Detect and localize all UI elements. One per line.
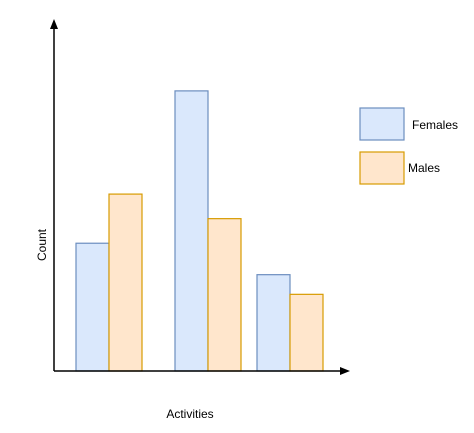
bar-females-1 (75, 242, 110, 372)
legend-swatch-males (359, 151, 405, 185)
bars-layer (75, 90, 324, 372)
legend: Females Males (359, 107, 458, 185)
y-axis-arrow-icon (50, 19, 58, 29)
bar-females-3 (256, 274, 291, 372)
legend-label-males: Males (408, 161, 440, 175)
y-axis-label: Count (35, 228, 49, 261)
bar-males-2 (207, 218, 242, 372)
x-axis-label: Activities (166, 407, 213, 421)
bar-males-1 (108, 193, 143, 372)
x-axis-arrow-icon (340, 367, 350, 375)
bar-females-2 (174, 90, 209, 372)
legend-swatch-females (359, 107, 405, 141)
bar-males-3 (289, 293, 324, 372)
legend-label-females: Females (412, 118, 458, 132)
